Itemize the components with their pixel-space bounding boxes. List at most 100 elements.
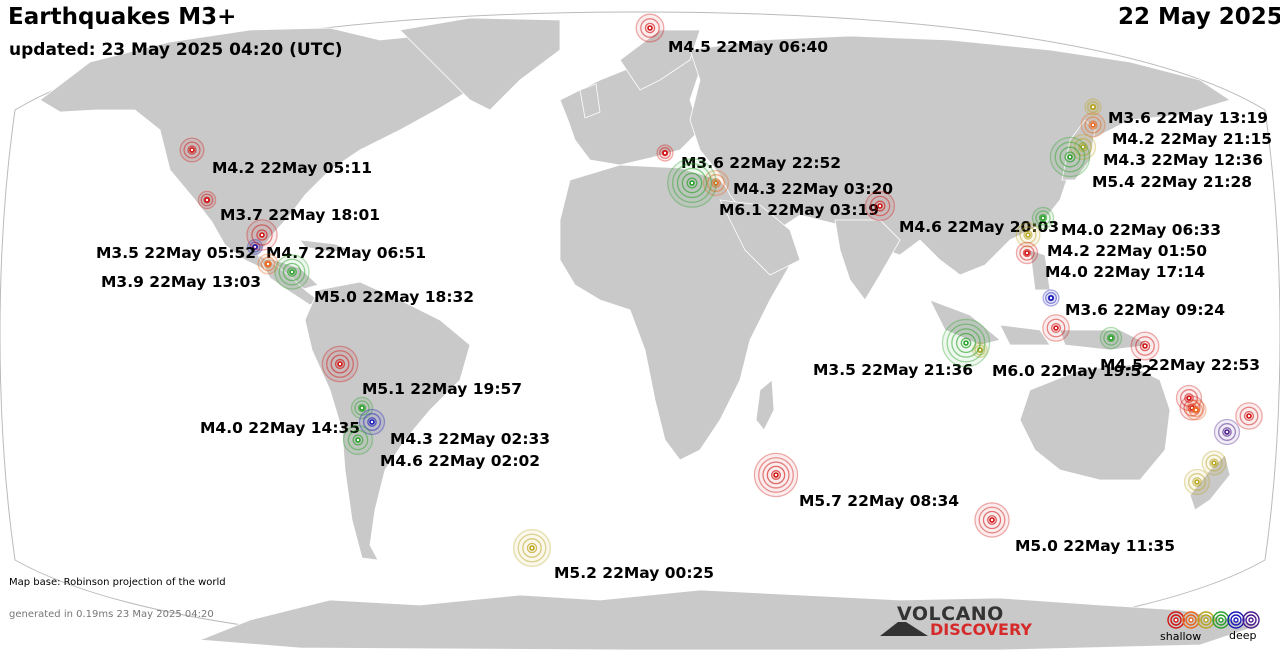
quake-marker[interactable] [274, 254, 310, 290]
quake-ring [287, 267, 297, 277]
quake-ring [1139, 340, 1151, 352]
quake-marker[interactable] [197, 190, 217, 210]
quake-marker[interactable] [753, 452, 799, 498]
quake-epicenter-dot [289, 269, 295, 275]
quake-marker[interactable] [1213, 418, 1241, 446]
quake-ring [1078, 142, 1088, 152]
quake-marker[interactable] [1201, 450, 1227, 476]
quake-label: M4.3 22May 02:33 [390, 430, 550, 448]
quake-marker[interactable] [1031, 206, 1055, 230]
quake-ring [1046, 318, 1066, 338]
legend-ring [1212, 611, 1230, 629]
quake-label: M4.0 22May 17:14 [1045, 263, 1205, 281]
quake-ring [326, 350, 354, 378]
quake-ring [960, 337, 972, 349]
quake-marker[interactable] [1235, 402, 1263, 430]
quake-label: M3.6 22May 09:24 [1065, 301, 1225, 319]
quake-marker[interactable] [358, 408, 386, 436]
quake-ring [260, 256, 276, 272]
quake-marker[interactable] [1183, 468, 1211, 496]
quake-marker[interactable] [342, 424, 374, 456]
quake-ring [869, 195, 891, 217]
north-america-land [39, 27, 521, 291]
quake-marker[interactable] [1130, 331, 1160, 361]
quake-label: M4.0 22May 06:33 [1061, 221, 1221, 239]
quake-ring [357, 403, 367, 413]
quake-marker[interactable] [1099, 326, 1123, 350]
quake-epicenter-dot [773, 472, 779, 478]
legend-ring [1233, 617, 1239, 623]
quake-marker[interactable] [864, 190, 896, 222]
quake-epicenter-dot [1193, 407, 1199, 413]
quake-ring [711, 178, 721, 188]
quake-ring [1087, 101, 1099, 113]
quake-ring [771, 470, 781, 480]
quake-marker[interactable] [1049, 136, 1091, 178]
earthquake-markers: M4.5 22May 06:40 M4.2 22May 05:11 M3.7 22M… [96, 13, 1272, 582]
quake-ring [707, 174, 725, 192]
logo-text-discovery: DISCOVERY [930, 620, 1033, 639]
quake-epicenter-dot [337, 361, 343, 367]
quake-marker[interactable] [656, 144, 674, 162]
quake-ring [686, 177, 698, 189]
legend-ring [1218, 617, 1224, 623]
quake-epicenter-dot [359, 405, 365, 411]
quake-ring [1064, 151, 1076, 163]
quake-ring [640, 18, 660, 38]
quake-ring [363, 413, 381, 431]
quake-marker[interactable] [974, 502, 1010, 538]
quake-ring [347, 429, 369, 451]
quake-marker[interactable] [1042, 314, 1070, 342]
quake-epicenter-dot [1067, 154, 1073, 160]
australia-land [1019, 364, 1171, 481]
quake-marker[interactable] [513, 529, 552, 568]
quake-marker[interactable] [350, 396, 374, 420]
quake-marker[interactable] [667, 158, 717, 208]
quake-epicenter-dot [1090, 104, 1096, 110]
quake-ring [282, 262, 302, 282]
quake-marker[interactable] [179, 137, 205, 163]
quake-ring [644, 22, 656, 34]
quake-marker[interactable] [1084, 98, 1102, 116]
quake-marker[interactable] [1015, 222, 1041, 248]
quake-marker[interactable] [1080, 112, 1106, 138]
quake-marker[interactable] [941, 318, 991, 368]
quake-label: M3.5 22May 21:36 [813, 361, 973, 379]
quake-ring [1218, 423, 1236, 441]
quake-ring [659, 147, 671, 159]
quake-ring [1205, 454, 1223, 472]
quake-label: M5.4 22May 21:28 [1092, 173, 1252, 191]
quake-epicenter-dot [662, 150, 668, 156]
quake-ring [1019, 245, 1035, 261]
quake-ring [1243, 410, 1255, 422]
quake-ring [1050, 322, 1062, 334]
legend-ring [1167, 611, 1185, 629]
volcano-discovery-logo[interactable]: VOLCANO DISCOVERY [880, 603, 1040, 643]
legend-shallow-label: shallow [1160, 630, 1202, 643]
quake-marker[interactable] [1042, 289, 1060, 307]
greenland-land [399, 17, 561, 111]
quake-ring [955, 332, 977, 354]
quake-epicenter-dot [259, 232, 265, 238]
quake-epicenter-dot [1024, 250, 1030, 256]
quake-label: M3.6 22May 22:52 [681, 154, 841, 172]
quake-marker[interactable] [257, 253, 279, 275]
quake-marker[interactable] [1069, 133, 1097, 161]
quake-marker[interactable] [321, 345, 359, 383]
quake-marker[interactable] [1185, 399, 1207, 421]
philippines-land [1029, 249, 1051, 291]
quake-ring [1188, 402, 1204, 418]
quake-marker[interactable] [1175, 384, 1203, 412]
quake-marker[interactable] [635, 13, 665, 43]
legend-ring [1245, 614, 1257, 626]
quake-label: M4.7 22May 06:51 [266, 244, 426, 262]
quake-epicenter-dot [1040, 215, 1046, 221]
quake-marker[interactable] [246, 219, 278, 251]
quake-marker[interactable] [702, 169, 730, 197]
quake-epicenter-dot [265, 261, 271, 267]
quake-label: M5.1 22May 19:57 [362, 380, 522, 398]
landmasses [39, 17, 1262, 650]
quake-ring [183, 141, 201, 159]
quake-marker[interactable] [1015, 241, 1039, 265]
